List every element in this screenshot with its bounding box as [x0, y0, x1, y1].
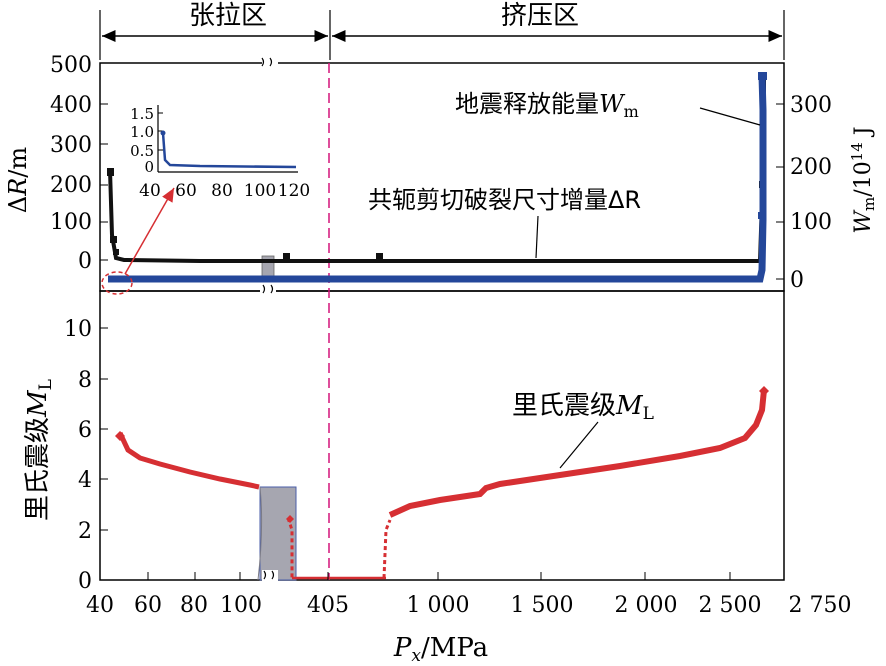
zoom-arrow [124, 187, 175, 275]
delta-r-point [283, 253, 290, 260]
left-axis-label: ΔR/m [4, 147, 32, 214]
xtick-1500: 1 500 [511, 593, 574, 618]
magnitude-annotation: 里氏震级ML [512, 391, 654, 424]
left-tick-400: 400 [50, 93, 92, 118]
left-tick-500: 500 [50, 53, 92, 78]
right-axis-label: Wm/1014 J [848, 126, 878, 233]
xtick-40: 40 [86, 593, 114, 618]
left-tick-0: 0 [78, 249, 92, 274]
mag-ytick-8: 8 [78, 368, 92, 393]
inset-series-line [161, 132, 297, 169]
right-tick-200: 200 [790, 155, 832, 180]
magnitude-annotation-leader [559, 421, 599, 469]
delta-r-point [113, 249, 119, 255]
inset-xtick-60: 60 [175, 181, 197, 201]
right-tick-100: 100 [790, 210, 832, 235]
zoom-circle [101, 271, 133, 295]
energy-point [758, 212, 765, 219]
inset-ytick-0.5: 0.5 [130, 142, 154, 160]
mag-ytick-10: 10 [64, 317, 92, 342]
xtick-1000: 1 000 [407, 593, 470, 618]
xtick-80: 80 [180, 593, 208, 618]
energy-point [758, 72, 767, 80]
xtick-100: 100 [220, 593, 262, 618]
delta-r-series-line [108, 76, 766, 263]
mag-ytick-4: 4 [78, 468, 92, 493]
inset-point [160, 130, 166, 136]
mag-ytick-2: 2 [78, 519, 92, 544]
bottom-panel-frame [99, 290, 785, 581]
left-axis-ticks [100, 103, 108, 261]
right-tick-0: 0 [790, 268, 804, 293]
axis-break-marker [262, 284, 274, 294]
inset-chart: 1.5 1.0 0.5 0 40 60 80 100 120 [130, 105, 310, 201]
delta-r-point [107, 168, 114, 176]
x-axis-label: Px/MPa [393, 633, 488, 666]
left-tick-200: 200 [50, 173, 92, 198]
magnitude-series-line [388, 389, 767, 518]
delta-r-point [376, 253, 383, 260]
tension-zone-label: 张拉区 [189, 1, 267, 31]
magnitude-point [759, 386, 769, 396]
inset-ytick-1.0: 1.0 [130, 123, 154, 141]
inset-xtick-100: 100 [244, 181, 276, 201]
xtick-2000: 2 000 [615, 593, 678, 618]
axis-break-marker [263, 570, 275, 580]
energy-annotation-leader [699, 107, 761, 126]
magnitude-point [286, 515, 294, 523]
right-tick-300: 300 [790, 93, 832, 118]
mag-ytick-0: 0 [78, 569, 92, 594]
inset-xtick-40: 40 [139, 181, 161, 201]
magnitude-point [115, 431, 125, 441]
axis-break-marker [261, 57, 273, 67]
xtick-2500: 2 500 [699, 593, 762, 618]
size-annotation: 共轭剪切破裂尺寸增量ΔR [368, 186, 641, 214]
inset-ytick-0: 0 [144, 158, 154, 176]
size-annotation-leader [535, 215, 539, 259]
xtick-405: 405 [307, 593, 349, 618]
left-tick-100: 100 [50, 210, 92, 235]
delta-r-point [110, 236, 117, 243]
energy-annotation: 地震释放能量Wm [455, 90, 639, 121]
magnitude-series-line [382, 519, 392, 579]
mag-ytick-6: 6 [78, 418, 92, 443]
magnitude-series-line [286, 517, 294, 578]
xtick-60: 60 [134, 593, 162, 618]
inset-xtick-120: 120 [278, 181, 310, 201]
top-panel-frame [99, 62, 785, 292]
inset-ytick-1.5: 1.5 [130, 105, 154, 123]
xtick-2750: 2 750 [789, 593, 852, 618]
inset-xtick-80: 80 [211, 181, 233, 201]
magnitude-series-line [117, 431, 260, 490]
left-tick-300: 300 [50, 133, 92, 158]
compression-zone-label: 挤压区 [501, 1, 579, 31]
energy-series-line [108, 75, 767, 283]
magnitude-axis-label: 里氏震级ML [23, 379, 56, 521]
